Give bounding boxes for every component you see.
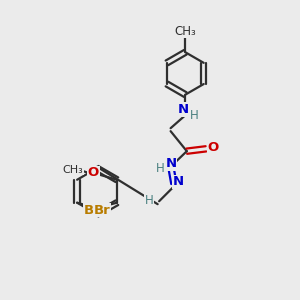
Text: H: H bbox=[190, 109, 199, 122]
Text: H: H bbox=[156, 162, 165, 175]
Text: N: N bbox=[172, 175, 184, 188]
Text: CH₃: CH₃ bbox=[175, 25, 196, 38]
Text: O: O bbox=[88, 167, 99, 179]
Text: Br: Br bbox=[83, 204, 100, 217]
Text: CH₃: CH₃ bbox=[63, 165, 83, 175]
Text: N: N bbox=[177, 103, 188, 116]
Text: N: N bbox=[165, 157, 176, 170]
Text: O: O bbox=[208, 141, 219, 154]
Text: H: H bbox=[145, 194, 154, 207]
Text: Br: Br bbox=[94, 204, 110, 217]
